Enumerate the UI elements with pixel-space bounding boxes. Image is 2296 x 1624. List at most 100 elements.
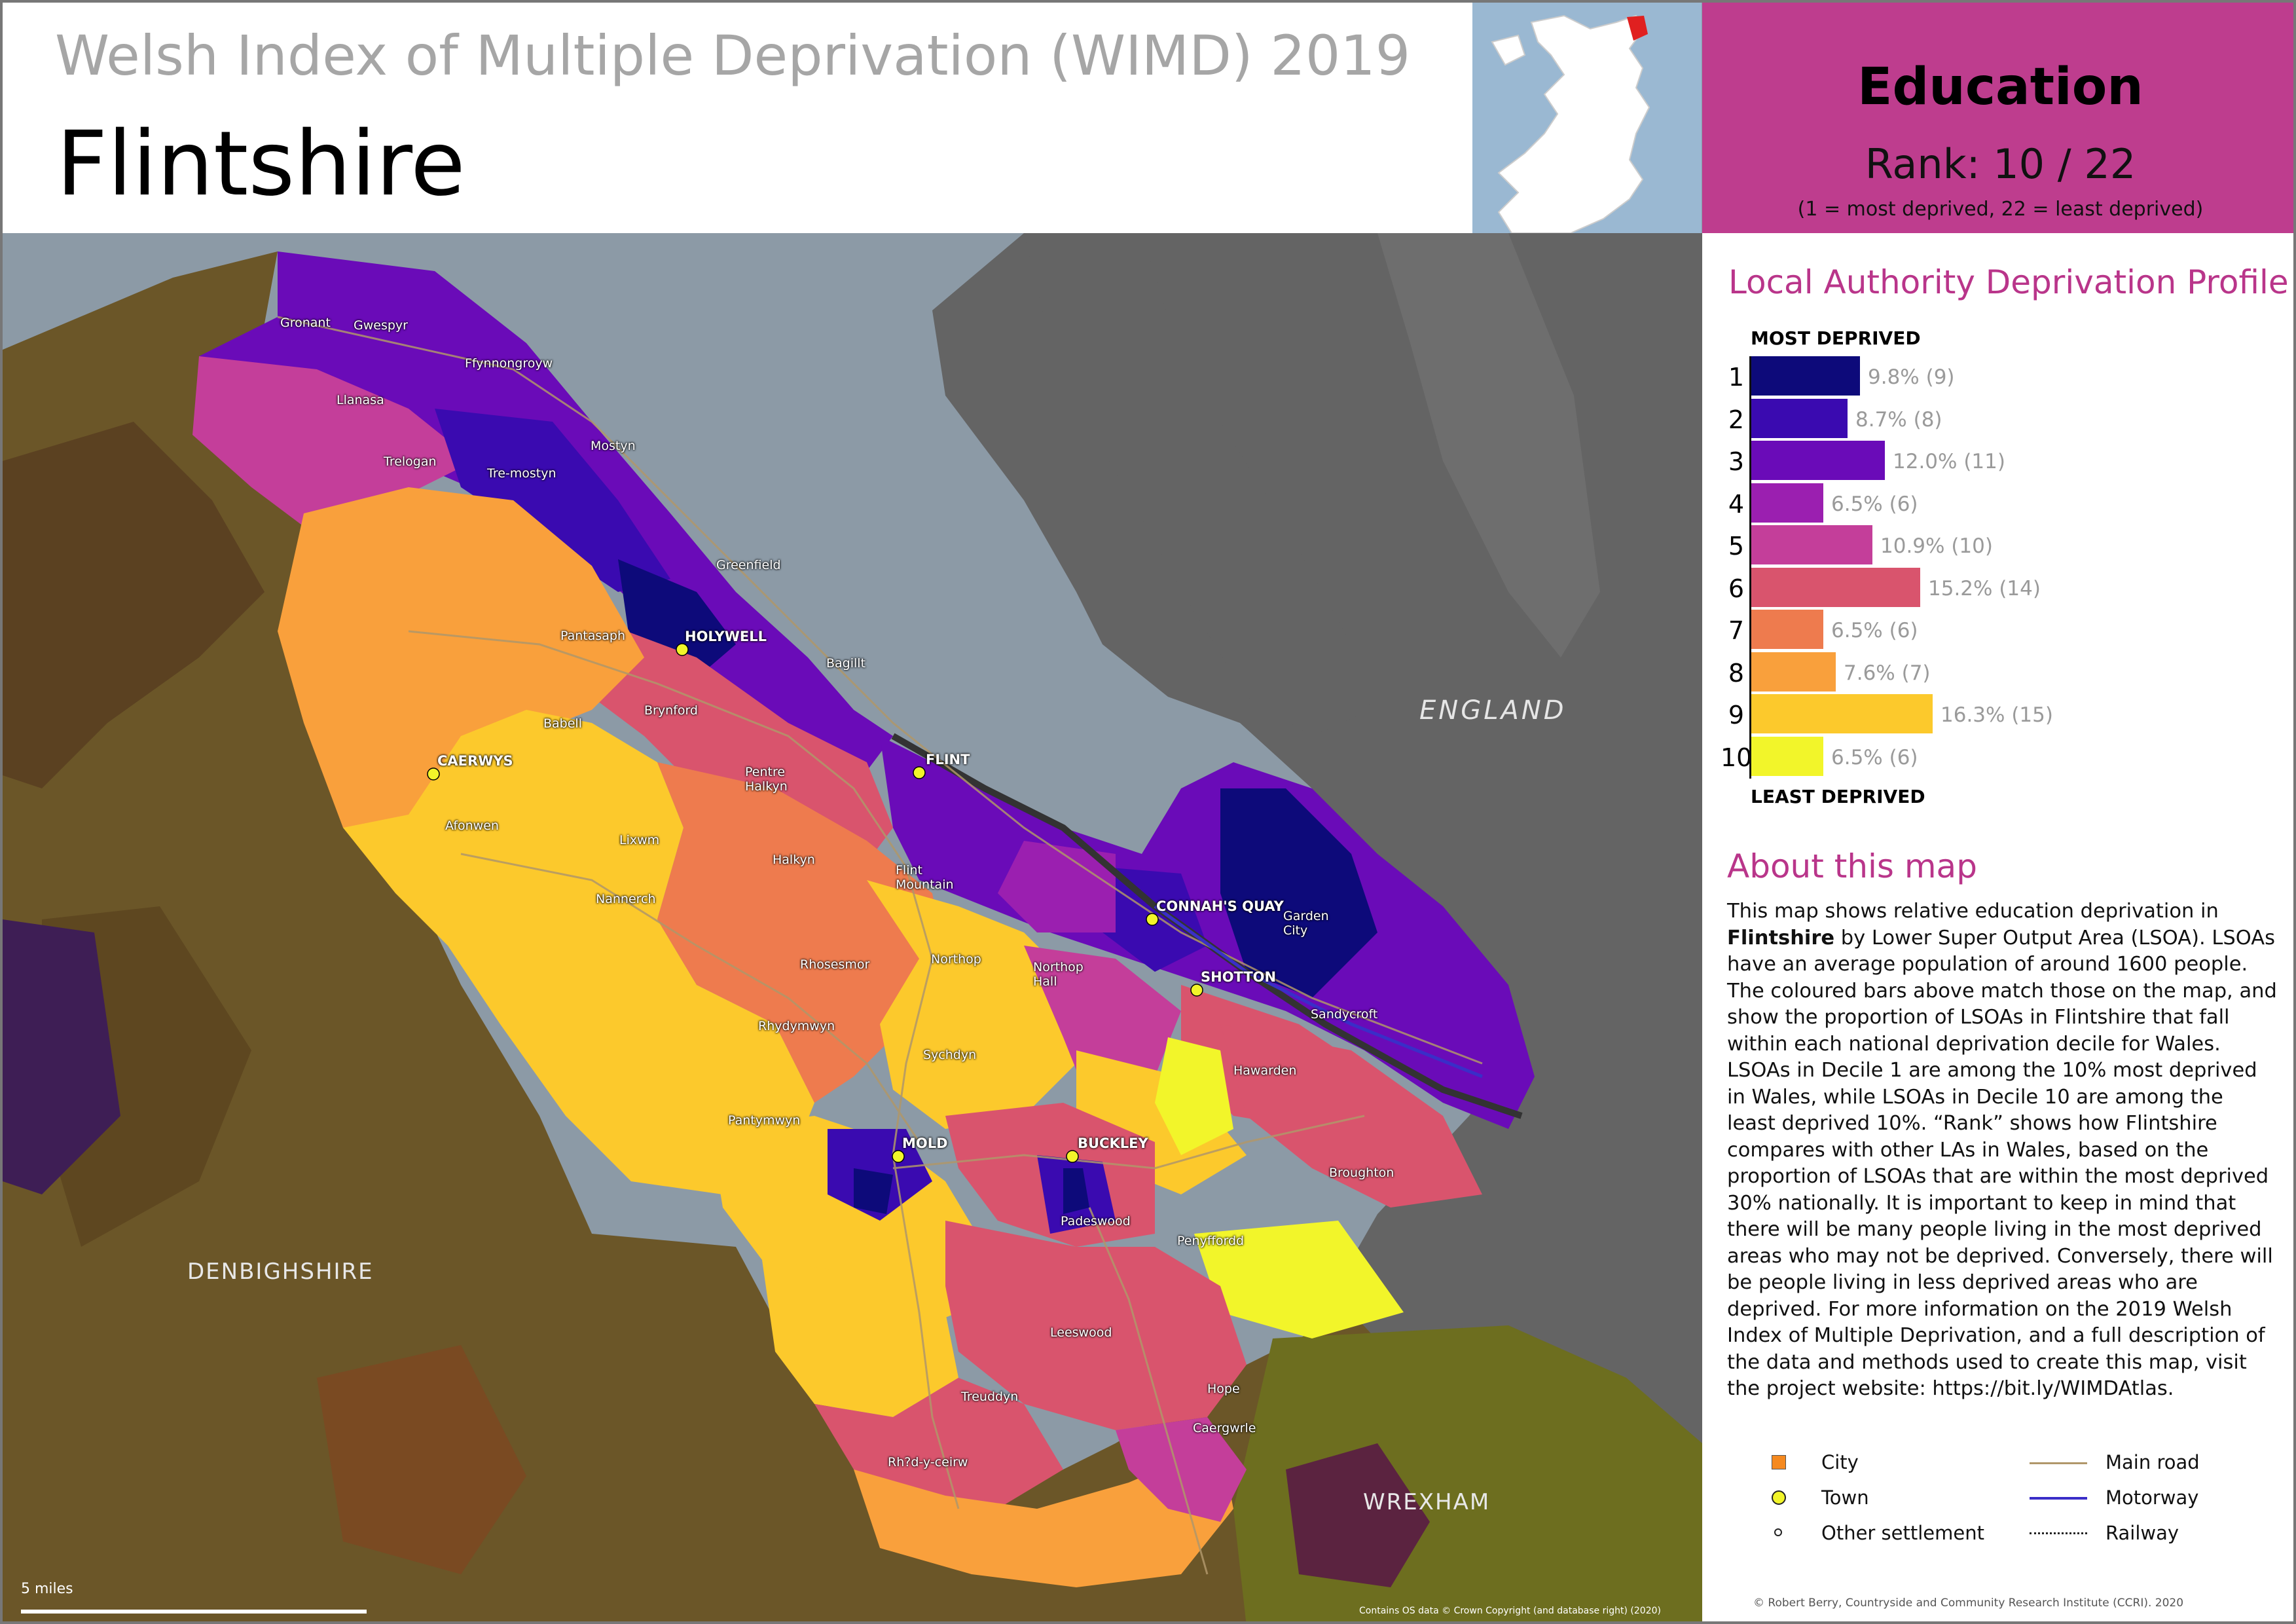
place-label: Gwespyr	[354, 318, 408, 333]
about-text: This map shows relative education depriv…	[1727, 898, 2277, 1403]
town-label-mold: MOLD	[902, 1135, 948, 1151]
page-title: Flintshire	[56, 113, 465, 216]
most-deprived-label: MOST DEPRIVED	[1751, 327, 1921, 349]
map-area: ENGLAND DENBIGHSHIRE WREXHAM HOLYWELL FL…	[3, 3, 1702, 1621]
place-label: Rhosesmor	[800, 957, 870, 972]
place-label: Sychdyn	[923, 1048, 977, 1062]
rank-value: Rank: 10 ∕ 22	[1865, 140, 2136, 188]
place-label: Pantasaph	[560, 629, 626, 643]
rank-note: (1 = most deprived, 22 = least deprived)	[1797, 198, 2204, 221]
town-label-caerwys: CAERWYS	[437, 753, 513, 769]
decile-bar	[1751, 652, 1836, 692]
decile-row-7: 7 6.5% (6)	[1702, 610, 2293, 652]
about-title: About this map	[1727, 847, 1977, 885]
place-label: Penyffordd	[1177, 1234, 1245, 1248]
info-panel: Education Rank: 10 ∕ 22 (1 = most depriv…	[1702, 3, 2293, 1621]
town-label-buckley: BUCKLEY	[1078, 1135, 1148, 1151]
wirral-east	[1377, 233, 1600, 657]
decile-bar	[1751, 483, 1823, 523]
decile-row-9: 9 16.3% (15)	[1702, 694, 2293, 736]
settlement-symbol-icon	[1774, 1528, 1782, 1536]
place-label: Rhydymwyn	[758, 1019, 835, 1033]
place-label: Northop Hall	[1033, 960, 1084, 989]
decile-bar	[1751, 736, 1823, 776]
place-label: Garden City	[1283, 909, 1329, 938]
legend-city: City	[1821, 1451, 1859, 1473]
decile-value-label: 9.8% (9)	[1868, 365, 1955, 389]
decile-number: 5	[1728, 532, 1744, 561]
settlement-markers	[427, 643, 1203, 1163]
place-label: Tre-mostyn	[487, 466, 556, 481]
place-label: Babell	[543, 716, 582, 731]
place-label: Lixwm	[619, 833, 660, 847]
decile-value-label: 7.6% (7)	[1844, 661, 1931, 685]
decile-number: 7	[1728, 616, 1744, 645]
decile-bar	[1751, 694, 1933, 733]
decile-value-label: 6.5% (6)	[1831, 745, 1918, 769]
decile-row-1: 1 9.8% (9)	[1702, 356, 2293, 398]
decile-row-5: 5 10.9% (10)	[1702, 525, 2293, 567]
place-label: Flint Mountain	[896, 863, 954, 892]
place-label: Gronant	[280, 316, 331, 330]
decile-value-label: 16.3% (15)	[1941, 703, 2053, 727]
decile-value-label: 6.5% (6)	[1831, 492, 1918, 516]
decile-value-label: 12.0% (11)	[1893, 450, 2005, 473]
place-label: Sandycroft	[1311, 1007, 1378, 1022]
decile-number: 1	[1728, 363, 1744, 392]
place-label: Nannerch	[596, 892, 656, 906]
decile-bar	[1751, 567, 1920, 607]
decile-number: 6	[1728, 574, 1744, 603]
wales-inset-map	[1472, 3, 1702, 233]
legend-motorway: Motorway	[2105, 1486, 2199, 1509]
decile-number: 4	[1728, 489, 1744, 519]
wales-outline	[1491, 14, 1650, 233]
legend-other-settlement: Other settlement	[1821, 1522, 1984, 1544]
scale-label: 5 miles	[21, 1581, 73, 1597]
decile-bar	[1751, 441, 1885, 480]
decile-value-label: 10.9% (10)	[1880, 534, 1993, 558]
place-label: Caergwrle	[1193, 1421, 1256, 1435]
place-label: Broughton	[1329, 1166, 1394, 1180]
town-label-flint: FLINT	[926, 752, 970, 767]
place-label: Pentre Halkyn	[745, 765, 788, 794]
profile-title: Local Authority Deprivation Profile	[1728, 263, 2289, 301]
decile-bar-chart: 1 9.8% (9) 2 8.7% (8) 3 12.0% (11) 4 6.5% (6) 5 1…	[1702, 356, 2293, 779]
legend-main-road: Main road	[2105, 1451, 2200, 1473]
decile-number: 2	[1728, 405, 1744, 434]
place-label: Ffynnongroyw	[465, 356, 553, 371]
decile-number: 9	[1728, 701, 1744, 729]
decile-bar	[1751, 525, 1872, 564]
page-supertitle: Welsh Index of Multiple Deprivation (WIM…	[55, 24, 1411, 88]
about-text-part: by Lower Super Output Area (LSOA). LSOAs…	[1727, 926, 2277, 1401]
place-label: Greenfield	[716, 558, 781, 572]
place-label: Bagillt	[826, 656, 866, 671]
legend-town: Town	[1821, 1486, 1869, 1509]
place-label: Mostyn	[591, 439, 636, 453]
deprivation-map	[3, 3, 1702, 1621]
region-label-wrexham: WREXHAM	[1363, 1489, 1491, 1515]
scale-bar	[21, 1610, 367, 1614]
region-label-denbighshire: DENBIGHSHIRE	[187, 1259, 374, 1285]
decile-number: 3	[1728, 447, 1744, 476]
decile-number: 10	[1721, 743, 1753, 772]
place-label: Rh?d-y-ceirw	[888, 1455, 968, 1469]
place-label: Pantymwyn	[728, 1113, 801, 1128]
place-label: Trelogan	[384, 454, 437, 469]
about-text-part: This map shows relative education depriv…	[1727, 900, 2219, 923]
topic-title: Education	[1857, 58, 2143, 117]
place-label: Treuddyn	[961, 1390, 1019, 1404]
city-symbol-icon	[1772, 1455, 1786, 1469]
place-label: Leeswood	[1050, 1325, 1112, 1340]
decile-row-10: 10 6.5% (6)	[1702, 736, 2293, 779]
decile-row-4: 4 6.5% (6)	[1702, 483, 2293, 525]
bar-axis	[1749, 356, 1751, 779]
decile-row-8: 8 7.6% (7)	[1702, 652, 2293, 694]
author-credit: © Robert Berry, Countryside and Communit…	[1753, 1596, 2184, 1610]
decile-value-label: 8.7% (8)	[1855, 407, 1942, 432]
region-label-england: ENGLAND	[1419, 695, 1567, 726]
decile-bar	[1751, 398, 1848, 438]
place-label: Halkyn	[773, 853, 815, 867]
place-label: Padeswood	[1061, 1214, 1131, 1228]
decile-row-2: 2 8.7% (8)	[1702, 398, 2293, 441]
